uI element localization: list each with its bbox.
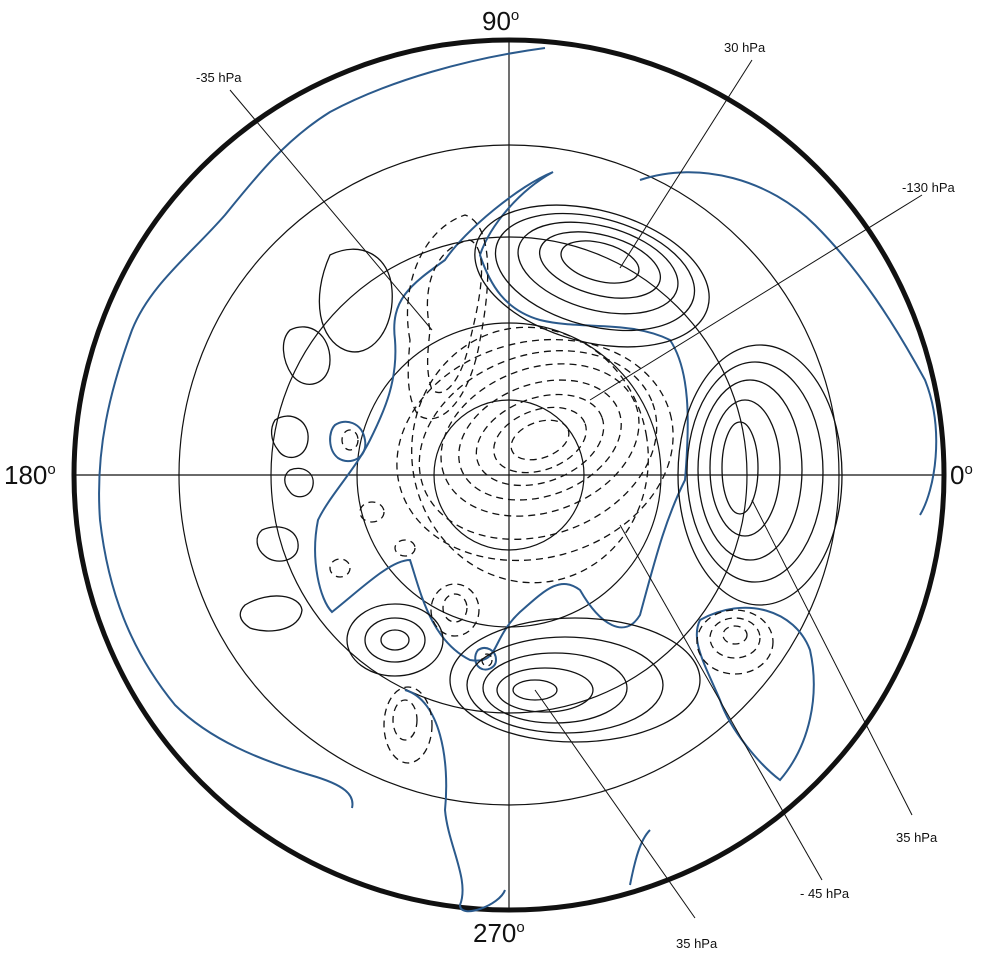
contour-e-1 [721, 421, 759, 515]
contour-s-tiny-low [481, 653, 493, 667]
leader-lines [229, 59, 923, 919]
contour-e-2 [709, 399, 781, 537]
label-0: 0o [950, 460, 973, 490]
contour-center-5 [440, 363, 640, 517]
label-180: 180o [4, 460, 56, 490]
zero-contour-southwest-lobe [404, 689, 506, 913]
contour-se-3 [696, 609, 774, 675]
zero-contour-loop-south-a [474, 647, 498, 671]
contour-w-cell-2 [282, 326, 331, 385]
contour-sw-low-1 [392, 699, 418, 741]
annotation-35-east: 35 hPa [896, 830, 938, 845]
contour-nw-lobe-2 [406, 214, 489, 420]
label-270: 270o [473, 918, 525, 948]
contour-w-cell-4 [239, 595, 303, 632]
contour-w-cell-1 [318, 248, 393, 353]
contour-e-5 [677, 344, 843, 606]
contour-sw-low-2 [383, 686, 433, 764]
leader-line-minus35 [229, 89, 433, 331]
annotation-minus45: - 45 hPa [800, 886, 850, 901]
negative-contours [329, 214, 774, 764]
leader-line-35-south [534, 689, 696, 919]
contour-se-2 [709, 617, 761, 659]
contour-s-2 [496, 667, 594, 713]
leader-line-minus45 [619, 524, 823, 881]
contour-w-cell-3 [270, 415, 309, 459]
contour-w-cell-5 [256, 526, 299, 562]
contour-s-low-2 [430, 583, 480, 637]
contour-s-1 [512, 679, 558, 701]
contour-center-8 [411, 326, 649, 584]
annotation-minus35: -35 hPa [196, 70, 242, 85]
contour-ne-3 [517, 221, 679, 315]
annotation-35-south: 35 hPa [676, 936, 718, 951]
contour-w-low-1 [341, 429, 359, 451]
contour-se-1 [722, 625, 748, 645]
contour-sw-2 [364, 617, 426, 663]
contour-s-5 [449, 617, 701, 743]
contour-w-low-2 [359, 501, 385, 523]
annotation-30: 30 hPa [724, 40, 766, 55]
contour-sw-1 [380, 629, 410, 651]
contour-s-3 [482, 652, 628, 724]
label-90: 90o [482, 6, 519, 36]
zero-contour-loop-west-a [329, 420, 367, 463]
contour-ne-4 [494, 212, 696, 332]
contour-center-3 [475, 393, 605, 487]
zero-contour-outer-northeast [639, 171, 938, 516]
contour-e-4 [686, 361, 824, 583]
leader-line-35-east [751, 499, 913, 816]
zero-contour-south-end [629, 829, 651, 886]
contour-center-6 [418, 350, 658, 540]
contour-e-3 [697, 379, 803, 561]
leader-line-30 [619, 59, 753, 269]
contour-s-low-1 [442, 593, 468, 623]
zero-contour-southeast-lobe [695, 606, 815, 782]
contour-ne-2 [538, 231, 662, 299]
contour-nw-lobe-1 [426, 239, 483, 394]
contour-sw-3 [346, 603, 444, 677]
contour-ne-5 [474, 204, 710, 348]
contour-w-cell-6 [284, 467, 314, 498]
contour-center-7 [396, 338, 674, 562]
zero-contours [98, 47, 938, 913]
contour-center-2 [493, 406, 587, 474]
contour-w-low-4 [329, 558, 351, 578]
contour-center-1 [510, 419, 570, 461]
leader-line-minus130 [589, 194, 923, 401]
annotation-minus130: -130 hPa [902, 180, 956, 195]
zero-contour-inner-main [314, 171, 689, 662]
contour-ne-1 [560, 240, 640, 284]
positive-contours [239, 204, 843, 743]
zero-contour-outer-west [98, 47, 546, 809]
contour-w-low-3 [394, 539, 416, 557]
contour-center-4 [458, 379, 622, 501]
contour-s-4 [466, 636, 664, 734]
